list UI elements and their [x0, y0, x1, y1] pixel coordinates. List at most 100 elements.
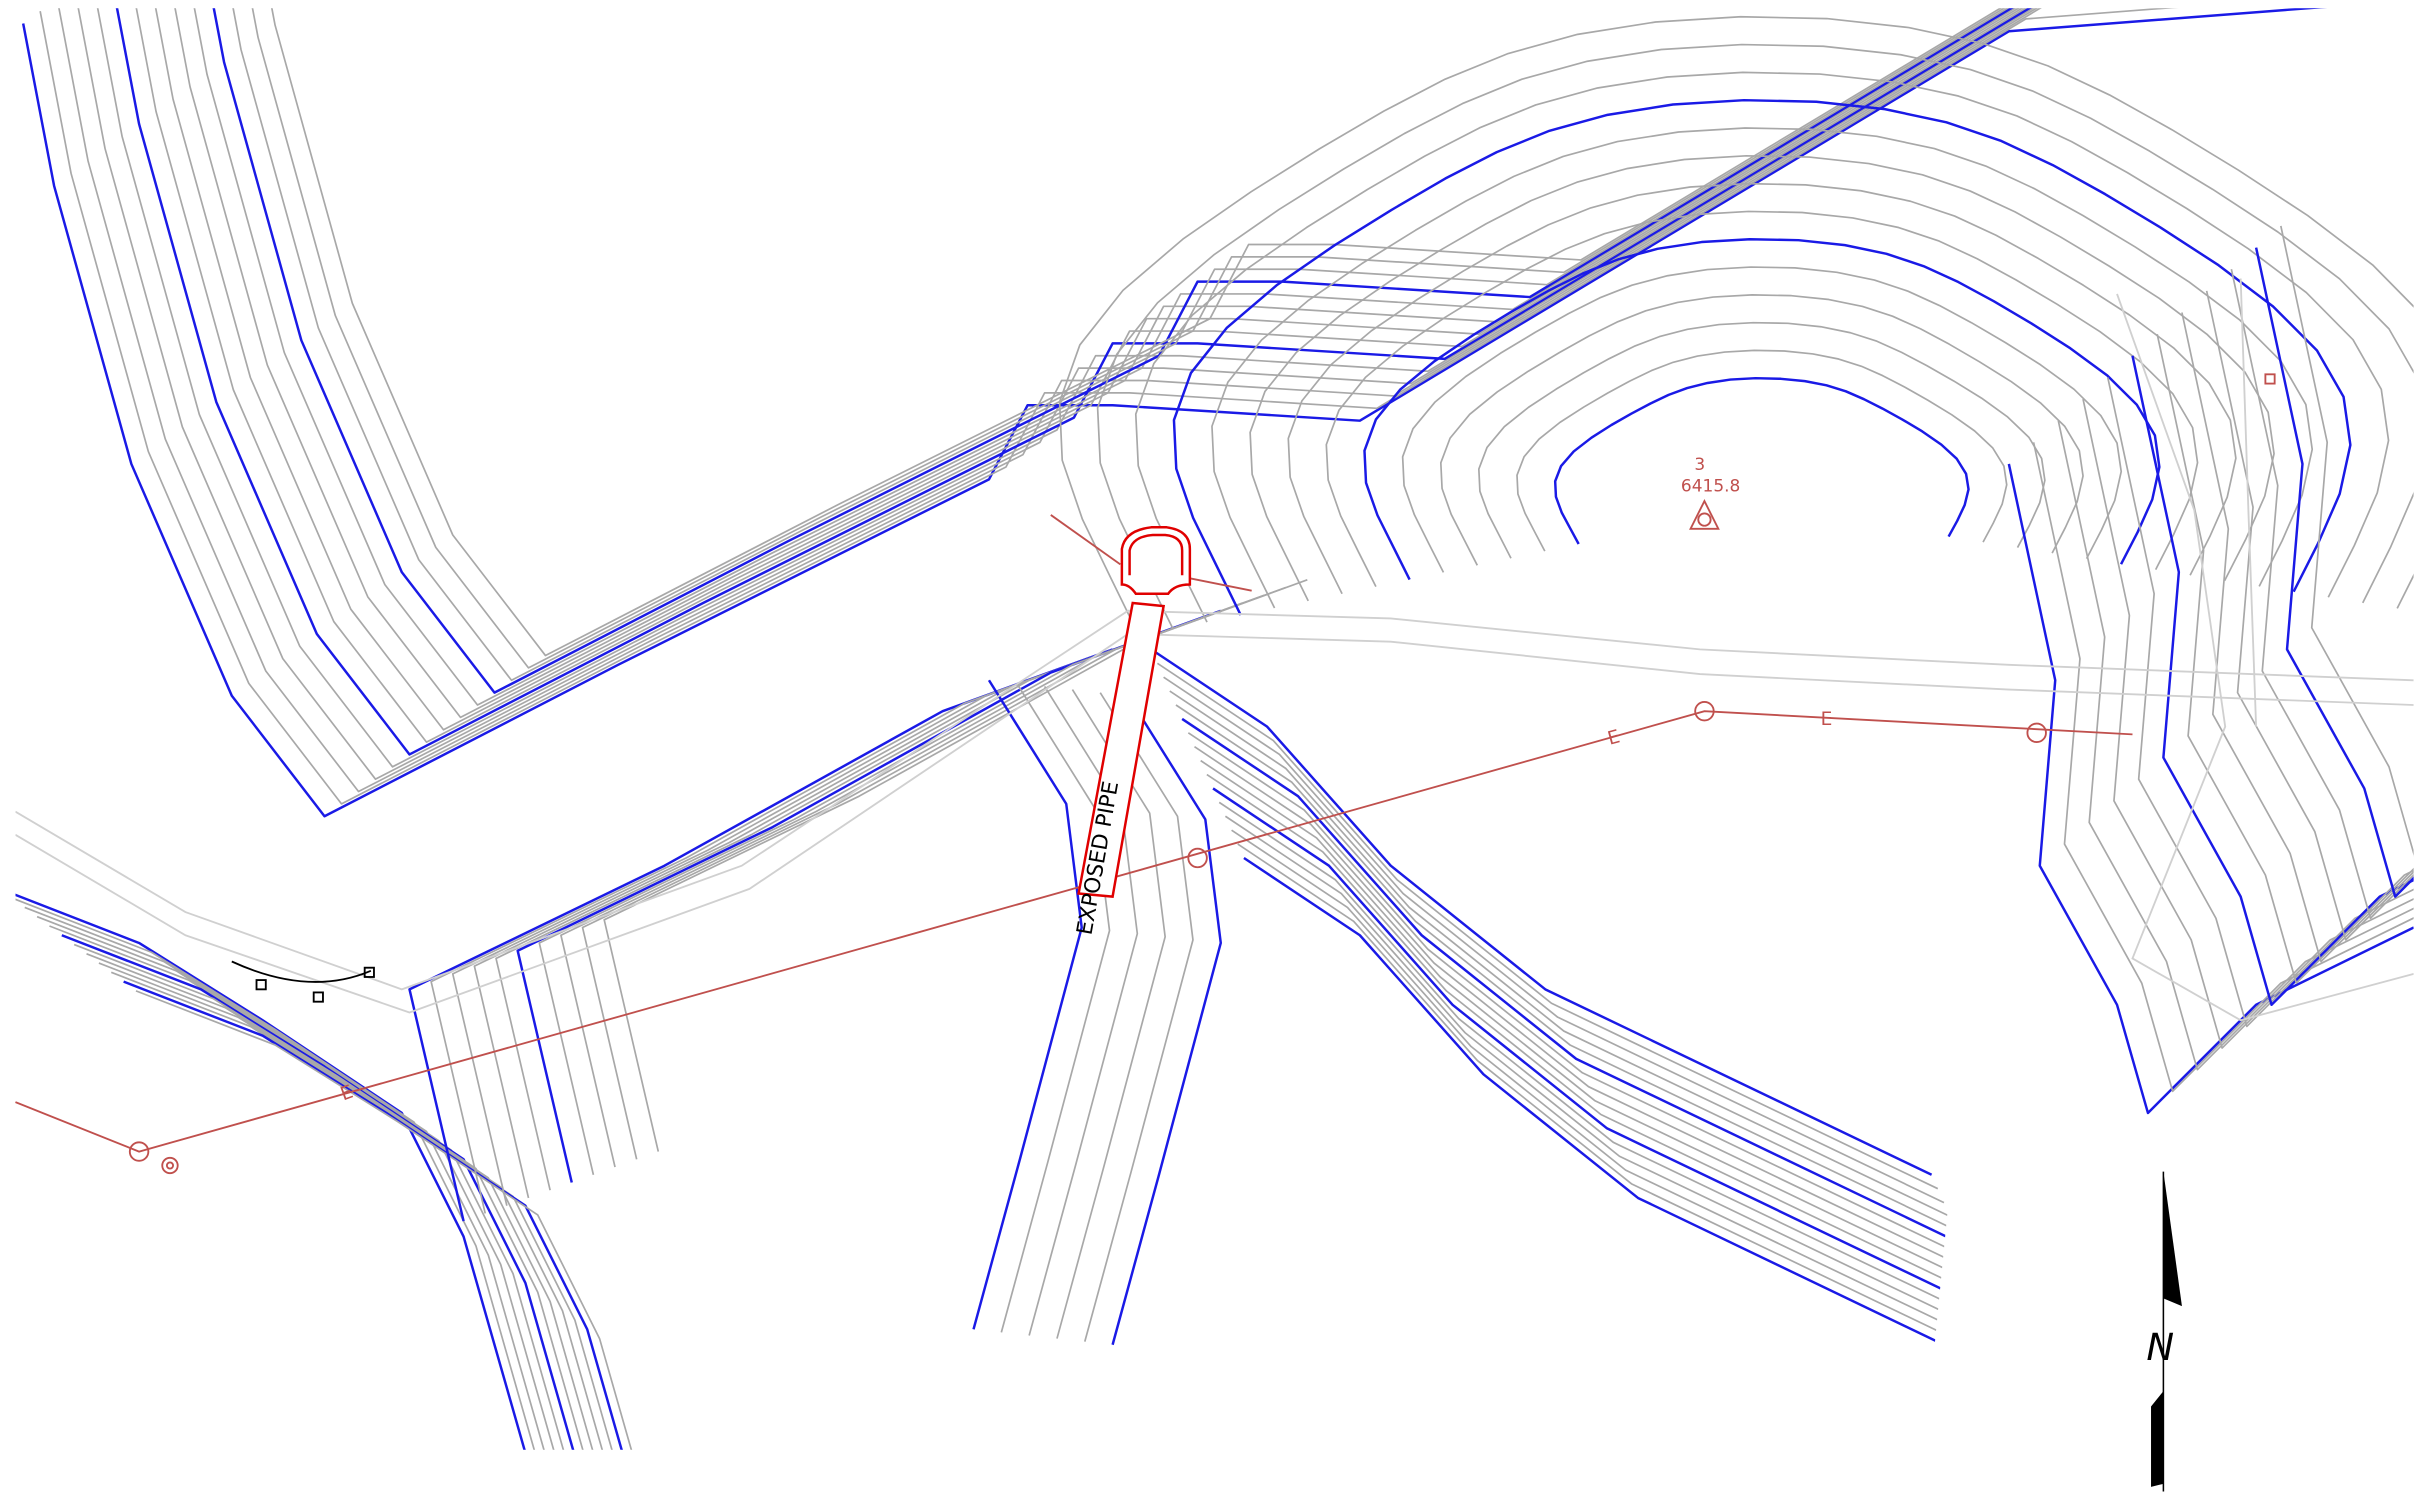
contour	[2156, 333, 2414, 985]
line-marker: E	[1605, 726, 1622, 749]
index-contour	[1553, 376, 1970, 545]
contour	[124, 8, 2414, 743]
contour	[2106, 377, 2414, 1028]
labels: 3 6415.8 E E E	[338, 455, 1833, 1105]
contour	[2280, 225, 2414, 876]
road-edge	[2239, 278, 2258, 727]
index-contour	[1181, 717, 1964, 1246]
index-contour	[61, 934, 589, 1450]
post	[363, 966, 375, 978]
post	[255, 979, 267, 991]
contour	[1187, 732, 1970, 1259]
arrow-tail	[2151, 1391, 2164, 1487]
contour	[1516, 349, 2008, 552]
pole	[128, 1141, 150, 1162]
survey-marker	[1697, 512, 1712, 527]
contour	[1000, 682, 1111, 1333]
contour	[73, 8, 2414, 781]
edge-line	[1050, 514, 1121, 566]
point-elevation: 6415.8	[1681, 477, 1740, 497]
contour	[1156, 662, 1939, 1190]
index-contour	[191, 8, 2414, 694]
contour	[1206, 773, 1988, 1301]
line-marker: E	[1821, 709, 1833, 730]
contour	[15, 897, 539, 1450]
contour	[243, 8, 2414, 657]
contour	[2205, 290, 2414, 941]
contour	[1287, 182, 2237, 595]
contour	[141, 8, 2414, 731]
index-contour	[972, 679, 1083, 1330]
contour	[1237, 843, 2019, 1371]
contour	[98, 962, 626, 1450]
point-id: 3	[1694, 455, 1705, 475]
contour	[1028, 686, 1139, 1336]
contour	[1249, 154, 2275, 602]
contour	[36, 915, 564, 1450]
contour	[2181, 312, 2414, 963]
pipe-body	[1077, 601, 1166, 898]
arrow-head	[2163, 1171, 2182, 1307]
index-contour	[1243, 856, 2025, 1385]
index-contour	[1172, 98, 2352, 616]
pole	[2026, 722, 2047, 744]
contour	[135, 990, 663, 1450]
index-contour	[1363, 238, 2161, 581]
contour	[1058, 15, 2414, 637]
index-contour	[1111, 695, 1223, 1346]
contour	[90, 8, 2414, 768]
contour	[39, 8, 2414, 805]
contour	[73, 943, 601, 1450]
index-contour	[2007, 463, 2414, 1115]
contour	[110, 971, 638, 1450]
contour	[226, 8, 2414, 669]
contour	[1477, 321, 2046, 559]
contour	[2057, 420, 2414, 1071]
index-contour	[1150, 648, 1933, 1176]
post	[312, 991, 324, 1003]
contour	[1175, 704, 1957, 1232]
contour	[56, 8, 2414, 793]
utility-line	[15, 710, 2133, 1153]
road-edge	[15, 609, 2414, 991]
contour	[1194, 746, 1976, 1273]
index-contour	[1212, 787, 1994, 1315]
index-contour	[123, 980, 651, 1450]
contour	[603, 579, 1308, 1152]
road-edge	[2116, 293, 2414, 1022]
edge-line	[1189, 577, 1252, 592]
contour	[1231, 829, 2013, 1357]
pole	[1187, 847, 1208, 869]
contour	[24, 906, 551, 1450]
contour	[1163, 676, 1945, 1204]
pole	[1694, 700, 1715, 722]
contour	[2082, 398, 2414, 1049]
contour	[1439, 294, 2084, 566]
contour	[175, 8, 2414, 706]
structure	[231, 960, 375, 1003]
survey-marker	[1689, 498, 1720, 530]
contour	[1134, 71, 2390, 623]
contour	[1224, 815, 2007, 1343]
contour	[1218, 801, 2000, 1329]
contour	[1200, 759, 1982, 1287]
contour	[1083, 692, 1194, 1342]
contour	[158, 8, 2414, 719]
roads	[15, 278, 2414, 1022]
contour	[1096, 43, 2414, 630]
index-contour	[2254, 247, 2414, 898]
north-label: N	[2146, 1326, 2174, 1369]
utility	[15, 373, 2276, 1175]
contour	[2032, 442, 2414, 1093]
contour	[86, 953, 613, 1450]
contour	[209, 8, 2414, 682]
contour	[1401, 266, 2123, 573]
index-contour	[408, 648, 1114, 1222]
contour	[1325, 210, 2199, 588]
index-contour	[2131, 355, 2414, 1007]
contour	[2230, 269, 2414, 920]
index-contour	[15, 887, 527, 1450]
